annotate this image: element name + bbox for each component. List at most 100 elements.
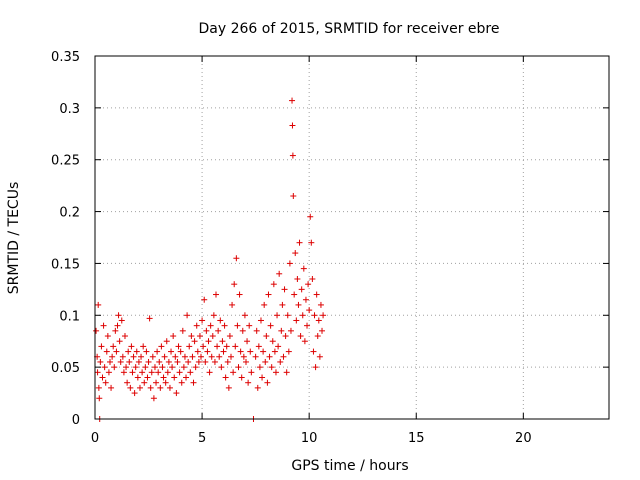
data-point <box>242 358 249 365</box>
data-point <box>299 312 306 319</box>
data-point <box>266 353 273 360</box>
data-point <box>117 358 124 365</box>
data-point <box>253 327 260 334</box>
data-point <box>181 353 188 360</box>
data-point <box>211 358 218 365</box>
data-point <box>186 343 193 350</box>
data-point <box>115 312 122 319</box>
data-point <box>104 333 111 340</box>
data-point <box>309 275 316 282</box>
data-point <box>126 358 133 365</box>
data-point <box>178 379 185 386</box>
data-point <box>168 348 175 355</box>
data-point <box>291 291 298 298</box>
data-point <box>142 364 149 371</box>
data-point <box>241 312 248 319</box>
data-point <box>176 369 183 376</box>
data-point <box>98 343 105 350</box>
x-tick-label: 5 <box>198 431 206 446</box>
data-point <box>102 379 109 386</box>
data-point <box>268 364 275 371</box>
data-point <box>297 333 304 340</box>
data-point <box>207 322 214 329</box>
data-point <box>316 353 323 360</box>
data-point <box>246 322 253 329</box>
data-point <box>272 369 279 376</box>
data-point <box>141 379 148 386</box>
data-point <box>195 358 202 365</box>
data-point <box>183 374 190 381</box>
data-point <box>121 333 128 340</box>
data-point <box>110 343 117 350</box>
data-point <box>164 369 171 376</box>
data-point <box>252 353 259 360</box>
data-point <box>247 348 254 355</box>
data-point <box>226 333 233 340</box>
data-point <box>189 353 196 360</box>
data-point <box>296 239 303 246</box>
data-point <box>209 333 216 340</box>
data-point <box>112 327 119 334</box>
data-point <box>123 364 130 371</box>
data-point <box>270 281 277 288</box>
x-tick-label: 10 <box>301 431 318 446</box>
y-tick-label: 0.25 <box>51 154 80 169</box>
data-point <box>108 384 115 391</box>
data-point <box>170 333 177 340</box>
data-point <box>185 358 192 365</box>
data-point <box>295 301 302 308</box>
data-point <box>103 348 110 355</box>
data-point <box>94 369 101 376</box>
data-point <box>180 364 187 371</box>
data-point <box>138 353 145 360</box>
data-point <box>290 193 297 200</box>
data-point <box>147 384 154 391</box>
data-point <box>262 358 269 365</box>
grid <box>95 56 609 419</box>
data-point <box>106 358 113 365</box>
data-point <box>194 348 201 355</box>
data-point <box>257 317 264 324</box>
data-point <box>146 315 153 322</box>
data-point <box>109 353 116 360</box>
data-point <box>96 395 103 402</box>
data-point <box>317 301 324 308</box>
data-point <box>260 348 267 355</box>
data-point <box>157 384 164 391</box>
data-point <box>130 353 137 360</box>
data-point <box>133 348 140 355</box>
data-point <box>305 281 312 288</box>
data-point <box>179 327 186 334</box>
data-point <box>163 338 170 345</box>
data-point <box>214 343 221 350</box>
data-point <box>95 301 102 308</box>
data-point <box>216 353 223 360</box>
data-point <box>204 348 211 355</box>
data-point <box>282 333 289 340</box>
data-point <box>105 369 112 376</box>
data-point <box>173 390 180 397</box>
data-point <box>205 338 212 345</box>
data-point <box>101 364 108 371</box>
data-point <box>199 317 206 324</box>
data-point <box>233 255 240 262</box>
data-point <box>156 358 163 365</box>
data-point <box>140 343 147 350</box>
data-point <box>217 317 224 324</box>
data-point <box>265 291 272 298</box>
data-point <box>132 364 139 371</box>
data-point <box>134 374 141 381</box>
data-point <box>294 275 301 282</box>
data-point <box>293 317 300 324</box>
data-point <box>221 322 228 329</box>
data-point <box>118 317 125 324</box>
data-point <box>256 364 263 371</box>
data-point <box>238 374 245 381</box>
data-point <box>159 364 166 371</box>
data-point <box>148 369 155 376</box>
data-point <box>116 338 123 345</box>
data-point <box>144 374 151 381</box>
data-point <box>240 353 247 360</box>
data-point <box>311 312 318 319</box>
